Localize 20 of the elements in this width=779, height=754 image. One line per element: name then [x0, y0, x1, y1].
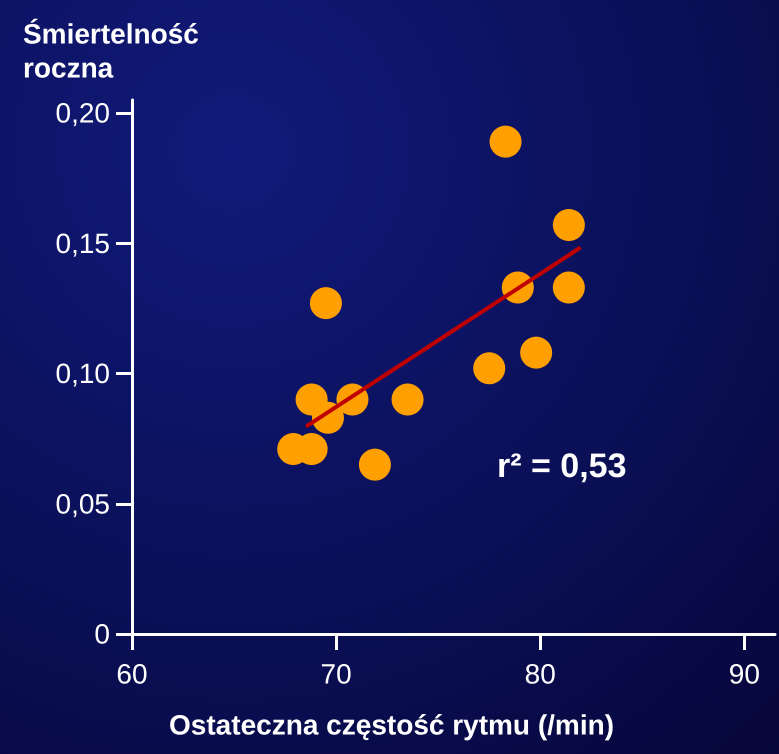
x-tick-label: 70	[320, 658, 352, 690]
x-axis-title: Ostateczna częstość rytmu (/min)	[169, 710, 614, 740]
point	[473, 352, 506, 384]
y-tick-label: 0,20	[56, 98, 110, 129]
point	[552, 272, 585, 304]
y-tick-label: 0,15	[56, 228, 110, 259]
point	[392, 384, 424, 416]
y-axis-title: Śmiertelność roczna	[23, 18, 207, 84]
point	[358, 448, 391, 481]
y-tick-label: 0,10	[56, 358, 110, 390]
x-tick-label: 90	[728, 658, 760, 690]
y-tick-label: 0	[94, 618, 110, 650]
x-tick-label: 60	[116, 658, 148, 690]
point	[520, 336, 552, 369]
point	[310, 287, 342, 320]
y-tick-label: 0,05	[56, 488, 110, 520]
x-tick-label: 80	[524, 658, 556, 690]
point	[490, 126, 522, 158]
annotation: r² = 0,53	[497, 447, 626, 485]
point	[552, 209, 585, 242]
